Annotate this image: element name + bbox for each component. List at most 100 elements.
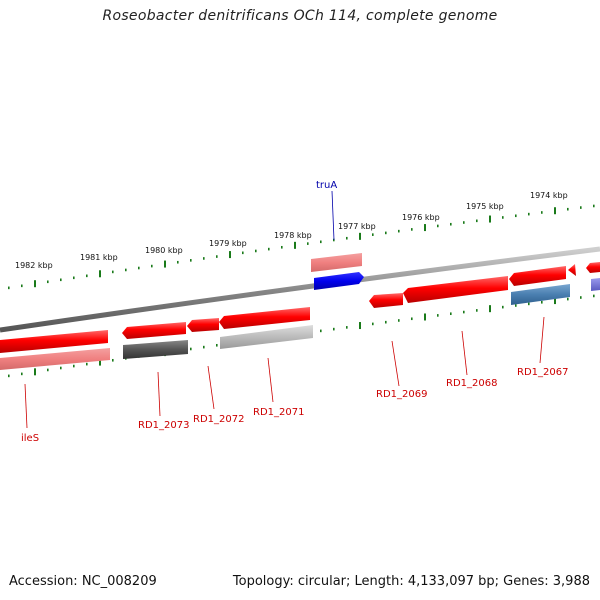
gene-arrow-RD1_2071-grey[interactable] bbox=[220, 325, 313, 349]
scale-major-tick bbox=[359, 322, 361, 330]
scale-minor-tick bbox=[476, 219, 478, 223]
gene-label-RD1_2072[interactable]: RD1_2072 bbox=[193, 414, 244, 425]
scale-minor-tick bbox=[580, 206, 582, 209]
scale-major-tick bbox=[489, 305, 491, 313]
scale-label: 1975 kbp bbox=[466, 202, 504, 211]
gene-label-RD1_2068[interactable]: RD1_2068 bbox=[446, 378, 497, 389]
gene-arrow-RD1_2073-grey[interactable] bbox=[123, 340, 188, 359]
scale-minor-tick bbox=[203, 257, 205, 260]
gene-label-ileS[interactable]: ileS bbox=[21, 433, 39, 444]
scale-minor-tick bbox=[437, 314, 439, 317]
scale-minor-tick bbox=[242, 251, 244, 255]
scale-major-tick bbox=[34, 280, 36, 288]
gene-arrow-forward-right[interactable] bbox=[586, 262, 600, 273]
gene-arrow-RD1_2067-steel[interactable] bbox=[511, 284, 570, 305]
gene-label-RD1_2071[interactable]: RD1_2071 bbox=[253, 407, 304, 418]
callout-line bbox=[539, 316, 545, 364]
gene-arrow-RD1_2072[interactable] bbox=[187, 318, 219, 332]
scale-minor-tick bbox=[203, 345, 205, 349]
topology-text: Topology: circular; Length: 4,133,097 bp… bbox=[232, 574, 590, 589]
scale-minor-tick bbox=[268, 247, 270, 251]
scale-minor-tick bbox=[333, 327, 335, 331]
scale-minor-tick bbox=[528, 212, 530, 216]
gene-arrow-forward-purple[interactable] bbox=[591, 278, 600, 291]
gene-arrow-ileS[interactable] bbox=[0, 330, 108, 353]
scale-minor-tick bbox=[450, 312, 452, 316]
scale-minor-tick bbox=[281, 245, 283, 249]
scale-label: 1979 kbp bbox=[209, 239, 247, 248]
scale-minor-tick bbox=[47, 368, 49, 372]
scale-minor-tick bbox=[60, 278, 62, 282]
gene-arrow-RD1_2073[interactable] bbox=[122, 322, 186, 339]
scale-minor-tick bbox=[593, 294, 595, 298]
callout-line bbox=[461, 330, 468, 376]
scale-major-tick bbox=[554, 297, 556, 305]
scale-label: 1977 kbp bbox=[338, 222, 376, 231]
scale-minor-tick bbox=[86, 362, 88, 366]
scale-minor-tick bbox=[385, 231, 387, 235]
scale-major-tick bbox=[554, 207, 556, 215]
scale-minor-tick bbox=[502, 216, 504, 219]
scale-minor-tick bbox=[177, 260, 179, 264]
scale-minor-tick bbox=[567, 207, 569, 211]
scale-minor-tick bbox=[437, 224, 439, 228]
map-title: Roseobacter denitrificans OCh 114, compl… bbox=[102, 8, 498, 24]
scale-minor-tick bbox=[398, 229, 400, 233]
gene-label-truA[interactable]: truA bbox=[316, 180, 337, 191]
scale-major-tick bbox=[99, 270, 101, 278]
scale-minor-tick bbox=[190, 259, 192, 262]
scale-minor-tick bbox=[125, 268, 127, 272]
callout-line bbox=[207, 365, 215, 410]
gene-arrow-RD1_2068[interactable] bbox=[403, 276, 508, 303]
scale-minor-tick bbox=[190, 347, 192, 351]
scale-minor-tick bbox=[21, 284, 23, 288]
scale-minor-tick bbox=[463, 221, 465, 224]
scale-minor-tick bbox=[112, 270, 114, 274]
scale-minor-tick bbox=[86, 274, 88, 278]
scale-minor-tick bbox=[593, 204, 595, 208]
scale-major-tick bbox=[99, 358, 101, 366]
scale-minor-tick bbox=[411, 317, 413, 321]
scale-minor-tick bbox=[463, 310, 465, 314]
gene-arrow-truA-pink[interactable] bbox=[311, 253, 362, 272]
scale-minor-tick bbox=[346, 236, 348, 240]
scale-minor-tick bbox=[255, 249, 257, 253]
scale-minor-tick bbox=[580, 296, 582, 299]
scale-major-tick bbox=[424, 313, 426, 321]
gene-arrow-ileS-pink[interactable] bbox=[0, 348, 110, 370]
scale-minor-tick bbox=[8, 374, 10, 378]
scale-label: 1976 kbp bbox=[402, 213, 440, 222]
gene-label-RD1_2073[interactable]: RD1_2073 bbox=[138, 420, 189, 431]
scale-major-tick bbox=[164, 260, 166, 268]
scale-minor-tick bbox=[541, 300, 543, 304]
scale-label: 1974 kbp bbox=[530, 191, 568, 200]
scale-major-tick bbox=[34, 368, 36, 376]
scale-minor-tick bbox=[307, 242, 309, 245]
scale-minor-tick bbox=[216, 255, 218, 258]
gene-arrow-RD1_2069[interactable] bbox=[369, 293, 403, 308]
scale-label: 1981 kbp bbox=[80, 253, 118, 262]
scale-minor-tick bbox=[450, 222, 452, 226]
gene-arrow-truA[interactable] bbox=[314, 272, 364, 290]
scale-minor-tick bbox=[151, 264, 153, 268]
scale-major-tick bbox=[294, 241, 296, 249]
scale-minor-tick bbox=[73, 276, 75, 280]
callout-line bbox=[24, 383, 28, 429]
genome-backbone bbox=[0, 246, 600, 333]
gene-label-RD1_2069[interactable]: RD1_2069 bbox=[376, 389, 427, 400]
scale-minor-tick bbox=[138, 266, 140, 270]
scale-minor-tick bbox=[515, 304, 517, 307]
scale-minor-tick bbox=[372, 233, 374, 236]
gene-arrow-small[interactable] bbox=[568, 264, 576, 276]
scale-minor-tick bbox=[398, 319, 400, 322]
gene-arrow-RD1_2071[interactable] bbox=[219, 307, 310, 329]
gene-label-RD1_2067[interactable]: RD1_2067 bbox=[517, 367, 568, 378]
scale-major-tick bbox=[489, 215, 491, 223]
scale-minor-tick bbox=[112, 358, 114, 362]
scale-major-tick bbox=[359, 232, 361, 240]
scale-minor-tick bbox=[47, 280, 49, 284]
gene-arrow-RD1_2067[interactable] bbox=[509, 266, 566, 286]
callout-line bbox=[391, 340, 400, 387]
scale-minor-tick bbox=[372, 322, 374, 326]
